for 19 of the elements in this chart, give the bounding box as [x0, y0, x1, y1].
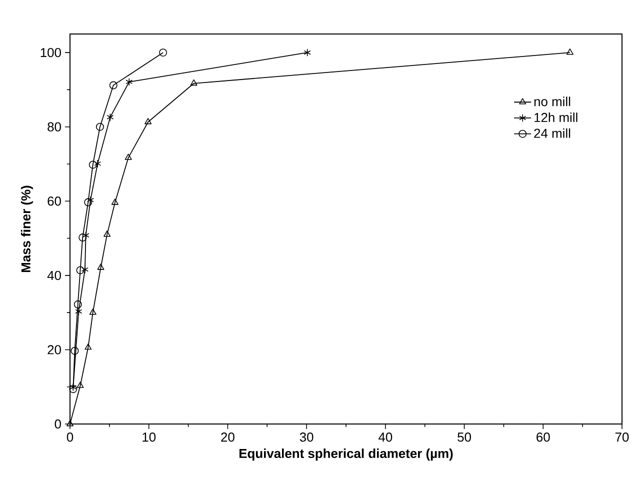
y-tick-label: 0 [54, 419, 61, 429]
y-tick-label: 40 [47, 270, 61, 280]
y-tick-label: 80 [48, 122, 61, 132]
y-tick-label: 60 [48, 196, 61, 206]
legend-label: no mill [534, 96, 570, 106]
x-tick-label: 10 [142, 432, 156, 442]
y-tick-label: 20 [48, 345, 61, 354]
legend-label: 24 mill [534, 128, 570, 138]
y-axis-title: Mass finer (%) [20, 186, 34, 272]
y-tick-label: 100 [40, 48, 61, 58]
legend-label: 12h mill [534, 112, 578, 122]
x-tick-label: 70 [615, 432, 629, 442]
x-axis-title: Equivalent spherical diameter (µm) [239, 448, 453, 461]
x-tick-label: 50 [458, 432, 471, 442]
x-tick-label: 0 [66, 432, 74, 442]
x-tick-label: 40 [378, 432, 392, 442]
x-tick-label: 20 [221, 432, 234, 442]
x-tick-label: 60 [536, 432, 550, 442]
x-tick-label: 30 [300, 432, 314, 442]
